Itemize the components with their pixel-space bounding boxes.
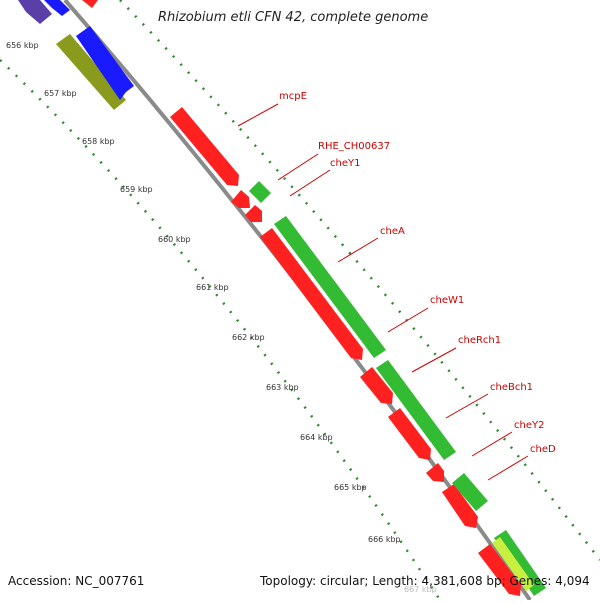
kbp-label: 657 kbp <box>44 89 77 98</box>
gene-forward-7 <box>426 463 444 482</box>
outer-tick-row <box>119 0 600 561</box>
gene-reverse-3 <box>376 360 456 460</box>
gene-label-leader <box>277 153 319 181</box>
accession-text: Accession: NC_007761 <box>8 574 145 588</box>
gene-forward-1 <box>170 107 239 186</box>
blue-gene <box>76 26 134 100</box>
gene-forward-3 <box>245 205 262 222</box>
kbp-label: 660 kbp <box>158 235 191 244</box>
gene-label-leader <box>487 455 529 481</box>
gene-label-cheRch1: cheRch1 <box>458 335 501 346</box>
kbp-label: 665 kbp <box>334 483 367 492</box>
gene-reverse-1 <box>249 181 271 203</box>
gene-label-leader <box>471 431 513 457</box>
genes-group <box>170 107 546 596</box>
gene-forward-6 <box>388 408 431 460</box>
gene-label-mcpE: mcpE <box>279 91 307 102</box>
gene-label-leader <box>289 169 331 197</box>
olive-gene <box>56 34 126 110</box>
blue-gene-top <box>44 0 70 16</box>
kbp-label: 656 kbp <box>6 41 39 50</box>
genome-summary-text: Topology: circular; Length: 4,381,608 bp… <box>260 574 590 588</box>
gene-label-leader <box>337 237 379 263</box>
gene-forward-5 <box>360 367 393 404</box>
gene-forward-8 <box>442 484 478 528</box>
partial-genes-top <box>18 0 134 110</box>
gene-reverse-2 <box>274 216 386 358</box>
gene-forward-9 <box>478 544 521 596</box>
gene-forward-4 <box>260 228 363 360</box>
gene-reverse-4 <box>452 473 488 511</box>
gene-label-cheY2: cheY2 <box>514 420 544 431</box>
kbp-label: 662 kbp <box>232 333 265 342</box>
gene-label-cheW1: cheW1 <box>430 295 464 306</box>
gene-label-leader <box>387 307 429 333</box>
gene-label-cheA: cheA <box>380 226 405 237</box>
kbp-label: 658 kbp <box>82 137 115 146</box>
kbp-label: 659 kbp <box>120 185 153 194</box>
gene-label-leader <box>411 347 457 373</box>
gene-label-leader <box>237 103 279 127</box>
gene-label-cheD: cheD <box>530 444 556 455</box>
gene-labels: mcpE RHE_CH00637 cheY1 cheA cheW1 cheRch1 cheB… <box>237 91 556 481</box>
gene-label-leader <box>445 393 489 419</box>
kbp-label: 664 kbp <box>300 433 333 442</box>
kbp-label: 666 kbp <box>368 535 401 544</box>
gene-partial-lime <box>492 537 534 591</box>
gene-label-cheBch1: cheBch1 <box>490 382 533 393</box>
kbp-label: 667 kbp <box>404 585 437 594</box>
red-gene-top <box>82 0 98 8</box>
kbp-labels: 656 kbp 657 kbp 658 kbp 659 kbp 660 kbp 661 k… <box>6 41 437 594</box>
kbp-label: 661 kbp <box>196 283 229 292</box>
gene-reverse-5 <box>494 530 546 596</box>
gene-forward-2 <box>231 190 250 208</box>
gene-label-cheY1: cheY1 <box>330 158 360 169</box>
page-title: Rhizobium etli CFN 42, complete genome <box>158 10 429 25</box>
purple-gene <box>18 0 52 24</box>
kbp-label: 663 kbp <box>266 383 299 392</box>
gene-label-RHE_CH00637: RHE_CH00637 <box>318 141 390 152</box>
